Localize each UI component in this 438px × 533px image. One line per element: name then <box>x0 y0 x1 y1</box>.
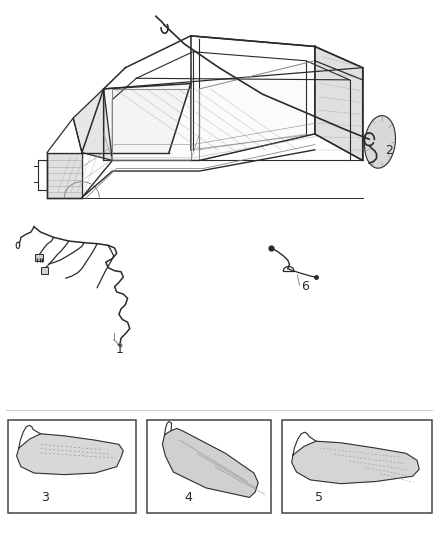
Polygon shape <box>199 61 315 160</box>
Text: 3: 3 <box>41 491 49 504</box>
Text: 4: 4 <box>184 491 192 504</box>
Bar <box>41 267 47 274</box>
Bar <box>282 420 432 513</box>
Polygon shape <box>162 429 258 497</box>
Polygon shape <box>73 89 113 160</box>
Bar <box>8 420 136 513</box>
Ellipse shape <box>364 116 396 168</box>
Bar <box>35 254 43 261</box>
Bar <box>147 420 271 513</box>
Polygon shape <box>315 46 363 160</box>
Text: 5: 5 <box>315 491 323 504</box>
Polygon shape <box>82 84 191 152</box>
Text: 2: 2 <box>385 144 393 157</box>
Polygon shape <box>47 152 82 198</box>
Text: 1: 1 <box>116 343 123 357</box>
Polygon shape <box>17 434 123 474</box>
Polygon shape <box>113 89 191 160</box>
Polygon shape <box>292 441 419 483</box>
Text: 6: 6 <box>301 280 309 293</box>
